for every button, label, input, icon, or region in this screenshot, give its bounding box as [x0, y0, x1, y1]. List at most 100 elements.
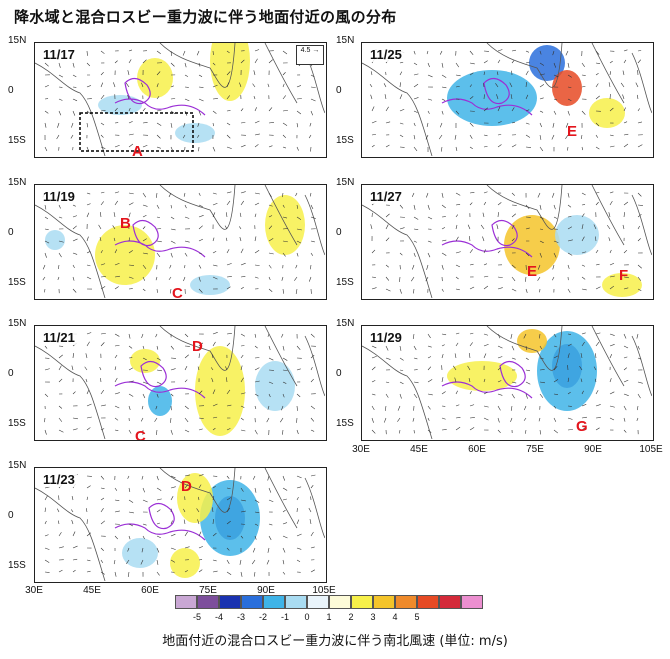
wind-vector	[128, 212, 131, 218]
wind-vector	[197, 134, 200, 138]
wind-vector	[384, 94, 387, 100]
wind-vector	[399, 82, 401, 88]
wind-vector	[198, 110, 202, 116]
wind-vector	[239, 212, 242, 218]
colorbar-swatch	[373, 595, 395, 609]
wind-vector	[310, 485, 314, 489]
wind-vector	[525, 146, 532, 148]
wind-vector	[497, 134, 502, 136]
wind-vector	[483, 60, 488, 64]
wind-vector	[184, 546, 190, 549]
wind-vector	[622, 224, 625, 230]
wind-vector	[581, 192, 586, 196]
wind-vector	[469, 84, 472, 88]
wind-vector	[411, 276, 415, 282]
wind-vector	[294, 276, 298, 281]
wind-vector	[44, 122, 47, 128]
wind-vector	[72, 215, 77, 218]
wind-vector	[198, 474, 204, 477]
wind-vector	[198, 252, 203, 255]
wind-vector	[296, 559, 301, 563]
wind-vector	[58, 252, 62, 258]
wind-vector	[198, 225, 203, 230]
wind-vector	[114, 275, 120, 278]
wind-vector	[581, 85, 586, 88]
colorbar-swatch	[329, 595, 351, 609]
wind-vector	[441, 110, 444, 115]
wind-vector	[226, 497, 232, 501]
wind-vector	[254, 107, 257, 112]
wind-vector	[156, 559, 159, 565]
wind-vector	[609, 344, 615, 347]
wind-vector	[44, 429, 47, 435]
wind-vector	[114, 377, 118, 383]
wind-vector	[310, 405, 316, 410]
wind-vector	[44, 85, 49, 88]
wind-vector	[156, 96, 160, 100]
wind-vector	[58, 405, 63, 409]
wind-vector	[537, 192, 541, 198]
wind-vector	[525, 204, 530, 210]
wind-vector	[114, 571, 117, 577]
latitude-label: 15S	[336, 277, 354, 288]
wind-vector	[296, 429, 299, 435]
feature-label: F	[619, 267, 629, 284]
wind-vector	[595, 122, 600, 127]
colorbar-tick: 5	[414, 612, 420, 622]
wind-vector	[100, 342, 105, 347]
wind-vector	[142, 499, 148, 503]
wind-vector	[551, 134, 555, 140]
wind-vector	[183, 122, 186, 128]
wind-vector	[268, 381, 274, 384]
wind-vector	[593, 224, 597, 230]
wind-vector	[140, 559, 144, 565]
wind-vector	[425, 276, 429, 282]
wind-vector	[86, 532, 91, 537]
wind-vector	[454, 134, 457, 140]
wind-vector	[399, 108, 405, 112]
wind-vector	[595, 353, 597, 359]
wind-vector	[86, 85, 91, 88]
wind-vector	[268, 499, 274, 503]
wind-vector	[595, 146, 600, 150]
map-panel-1123: 11/23 D	[34, 467, 327, 583]
wind-vector	[441, 391, 446, 395]
wind-vector	[226, 134, 231, 139]
wind-vector	[309, 519, 312, 525]
wind-vector	[251, 559, 256, 565]
wind-vector	[211, 507, 214, 513]
wind-anomaly-shading	[122, 538, 158, 568]
wind-vector	[155, 405, 158, 410]
wind-vector	[310, 378, 314, 383]
wind-vector	[553, 345, 558, 348]
wind-vector	[441, 252, 447, 256]
wind-vector	[44, 417, 46, 423]
wind-vector	[240, 417, 244, 421]
wind-vector	[100, 94, 105, 100]
wind-vector	[441, 204, 446, 209]
wind-vector	[567, 264, 570, 269]
wind-vector	[623, 345, 629, 349]
wind-vector	[170, 475, 176, 479]
wind-vector	[399, 94, 403, 100]
wind-vector	[310, 474, 316, 477]
wind-vector	[539, 381, 545, 384]
colorbar-tick: 1	[326, 612, 332, 622]
wind-vector	[371, 417, 374, 423]
wind-anomaly-shading	[589, 98, 625, 128]
wind-vector	[156, 571, 160, 576]
wind-anomaly-shading	[255, 361, 295, 411]
wind-vector	[511, 264, 516, 269]
wind-vector	[399, 276, 401, 282]
wind-vector	[455, 251, 461, 254]
wind-vector	[58, 532, 62, 537]
wind-vector	[114, 344, 120, 347]
wind-vector	[510, 417, 513, 422]
wind-vector	[296, 475, 302, 479]
wind-vector	[483, 201, 487, 206]
wind-vector	[212, 389, 216, 395]
wind-vector	[57, 508, 60, 513]
wind-vector	[225, 366, 228, 371]
wind-vector	[282, 522, 288, 525]
colorbar-tick: -1	[280, 612, 290, 622]
